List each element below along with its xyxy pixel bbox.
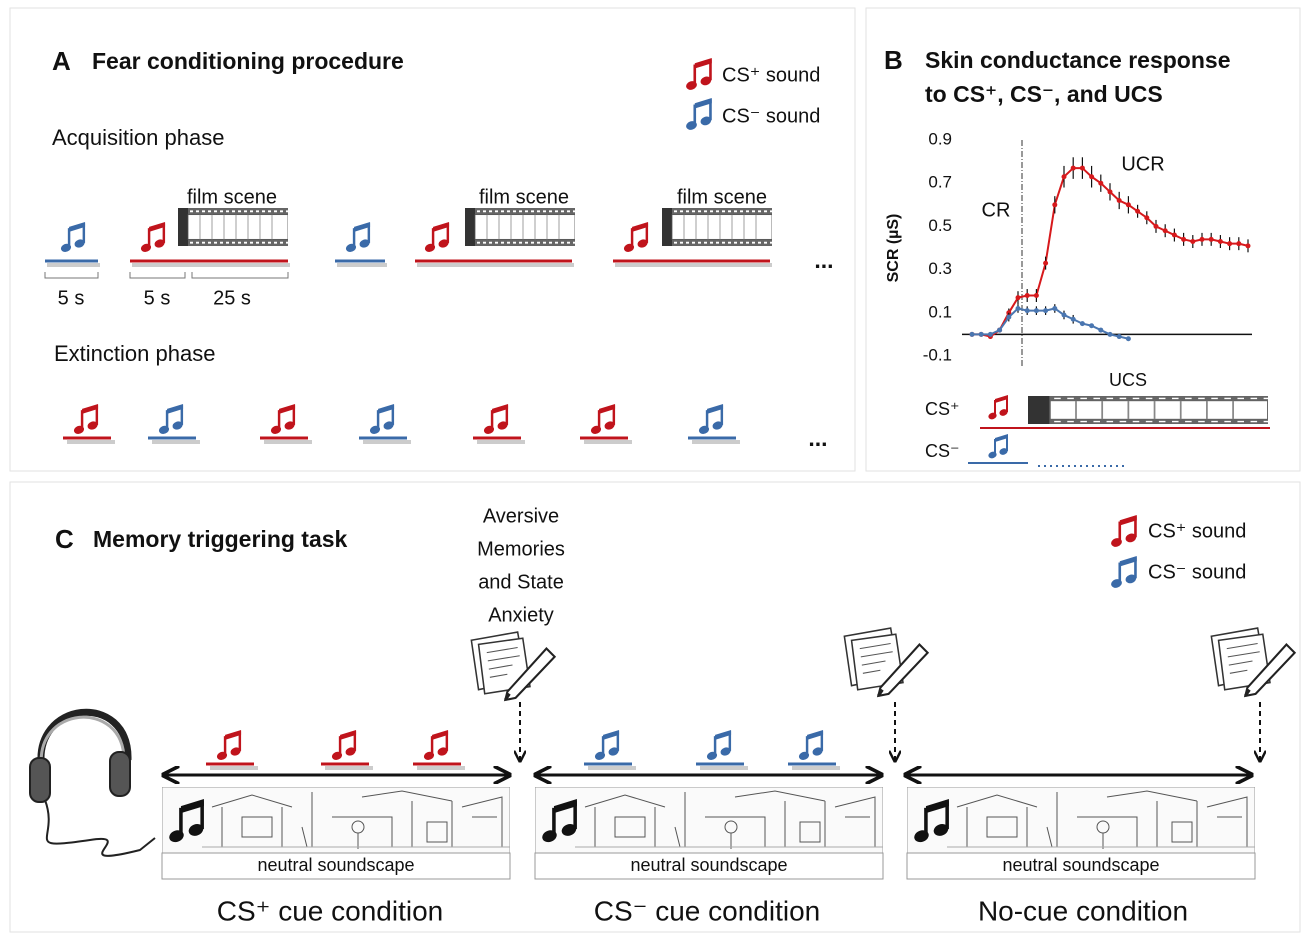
phase-label: Acquisition phase bbox=[52, 125, 224, 150]
soundscape-image bbox=[162, 787, 510, 853]
data-point bbox=[1080, 321, 1085, 326]
data-point bbox=[1200, 237, 1205, 242]
ellipsis: ... bbox=[808, 425, 827, 451]
data-point bbox=[979, 332, 984, 337]
data-point bbox=[1089, 174, 1094, 179]
data-point bbox=[1218, 239, 1223, 244]
panel-title: to CS⁺, CS⁻, and UCS bbox=[925, 81, 1163, 107]
data-point bbox=[997, 328, 1002, 333]
ellipsis: ... bbox=[814, 247, 833, 273]
data-point bbox=[1190, 239, 1195, 244]
data-point bbox=[1016, 295, 1021, 300]
data-point bbox=[970, 332, 975, 337]
panel-title: Memory triggering task bbox=[93, 526, 348, 552]
duration-label: 5 s bbox=[144, 287, 171, 309]
legend-label: CS⁻ sound bbox=[722, 105, 820, 127]
ucs-label: UCS bbox=[1109, 370, 1147, 390]
data-point bbox=[1034, 293, 1039, 298]
annotation: UCR bbox=[1121, 153, 1164, 175]
stimulus-label: CS⁻ bbox=[925, 441, 960, 461]
condition-label: No-cue condition bbox=[978, 895, 1188, 926]
data-point bbox=[1209, 237, 1214, 242]
data-point bbox=[1108, 189, 1113, 194]
rating-label: Aversive bbox=[483, 505, 559, 527]
figure: A Fear conditioning procedure CS⁺ sound … bbox=[0, 0, 1305, 935]
rating-label: and State bbox=[478, 571, 564, 593]
panel-title: Fear conditioning procedure bbox=[92, 48, 404, 74]
y-tick-label: 0.3 bbox=[928, 259, 952, 278]
y-axis-label: SCR (µS) bbox=[885, 214, 902, 283]
data-point bbox=[1062, 174, 1067, 179]
film-strip bbox=[178, 208, 288, 246]
data-point bbox=[1080, 166, 1085, 171]
film-label: film scene bbox=[677, 186, 767, 208]
data-point bbox=[1236, 241, 1241, 246]
condition-label: CS⁺ cue condition bbox=[217, 895, 443, 926]
data-point bbox=[1071, 317, 1076, 322]
condition-label: CS⁻ cue condition bbox=[594, 895, 820, 926]
film-strip bbox=[662, 208, 772, 246]
data-point bbox=[1098, 328, 1103, 333]
page: A Fear conditioning procedure CS⁺ sound … bbox=[0, 0, 1305, 935]
y-tick-label: -0.1 bbox=[923, 345, 952, 364]
legend-label: CS⁻ sound bbox=[1148, 561, 1246, 583]
y-tick-label: 0.7 bbox=[928, 173, 952, 192]
data-point bbox=[1043, 308, 1048, 313]
film-strip bbox=[1028, 396, 1268, 424]
data-point bbox=[1108, 332, 1113, 337]
data-point bbox=[1062, 312, 1067, 317]
data-point bbox=[1144, 215, 1149, 220]
film-label: film scene bbox=[479, 186, 569, 208]
duration-label: 25 s bbox=[213, 287, 251, 309]
rating-label: Anxiety bbox=[488, 604, 554, 626]
soundscape-label: neutral soundscape bbox=[1002, 855, 1159, 875]
data-point bbox=[1016, 306, 1021, 311]
data-point bbox=[1006, 315, 1011, 320]
data-point bbox=[1071, 166, 1076, 171]
data-point bbox=[1135, 209, 1140, 214]
data-point bbox=[1098, 181, 1103, 186]
y-tick-label: 0.9 bbox=[928, 129, 952, 148]
data-point bbox=[1126, 336, 1131, 341]
soundscape-label: neutral soundscape bbox=[257, 855, 414, 875]
panel-letter: A bbox=[52, 46, 71, 76]
data-point bbox=[1172, 233, 1177, 238]
panel-letter: C bbox=[55, 524, 74, 554]
phase-label: Extinction phase bbox=[54, 341, 215, 366]
legend-label: CS⁺ sound bbox=[1148, 520, 1246, 542]
y-tick-label: 0.5 bbox=[928, 216, 952, 235]
y-tick-label: 0.1 bbox=[928, 302, 952, 321]
data-point bbox=[1117, 198, 1122, 203]
panel-letter: B bbox=[884, 45, 903, 75]
rating-label: Memories bbox=[477, 538, 565, 560]
soundscape-label: neutral soundscape bbox=[630, 855, 787, 875]
data-point bbox=[1246, 243, 1251, 248]
film-strip bbox=[465, 208, 575, 246]
data-point bbox=[1025, 308, 1030, 313]
film-label: film scene bbox=[187, 186, 277, 208]
annotation: CR bbox=[982, 199, 1011, 221]
data-point bbox=[988, 332, 993, 337]
data-point bbox=[1154, 224, 1159, 229]
data-point bbox=[1043, 261, 1048, 266]
data-point bbox=[1052, 306, 1057, 311]
duration-label: 5 s bbox=[58, 287, 85, 309]
data-point bbox=[1089, 323, 1094, 328]
data-point bbox=[1126, 202, 1131, 207]
soundscape-image bbox=[907, 787, 1255, 853]
legend-label: CS⁺ sound bbox=[722, 64, 820, 86]
panel-title: Skin conductance response bbox=[925, 47, 1230, 73]
stimulus-label: CS⁺ bbox=[925, 399, 960, 419]
data-point bbox=[1117, 334, 1122, 339]
data-point bbox=[1227, 241, 1232, 246]
data-point bbox=[1181, 237, 1186, 242]
data-point bbox=[1163, 228, 1168, 233]
soundscape-image bbox=[535, 787, 883, 853]
data-point bbox=[1034, 308, 1039, 313]
data-point bbox=[1052, 202, 1057, 207]
data-point bbox=[1025, 293, 1030, 298]
